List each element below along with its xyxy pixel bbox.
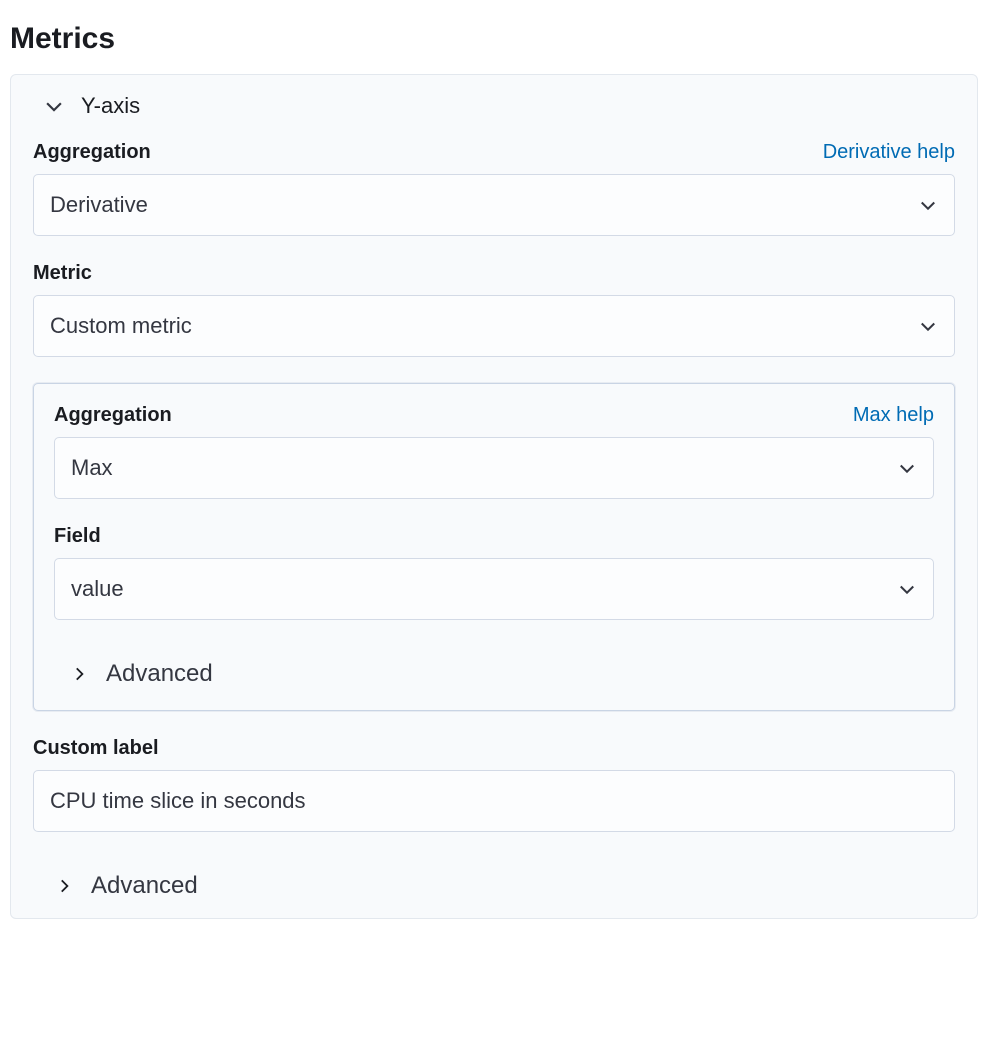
nested-aggregation-row: Aggregation Max help Max [54,404,934,499]
nested-advanced-label: Advanced [106,660,213,688]
metrics-panel: Y-axis Aggregation Derivative help Deriv… [10,74,978,919]
nested-advanced-toggle[interactable]: Advanced [54,646,934,702]
custom-label-label: Custom label [33,737,159,760]
field-select-value: value [71,576,124,602]
metric-select[interactable]: Custom metric [33,295,955,357]
advanced-label: Advanced [91,872,198,900]
nested-aggregation-label: Aggregation [54,404,172,427]
aggregation-row: Aggregation Derivative help Derivative [33,141,955,236]
chevron-down-icon [43,95,65,117]
custom-label-input[interactable]: CPU time slice in seconds [33,770,955,832]
nested-aggregation-select-value: Max [71,455,113,481]
field-row: Field value [54,525,934,620]
aggregation-select-value: Derivative [50,192,148,218]
page-title: Metrics [10,22,978,56]
max-help-link[interactable]: Max help [853,404,934,427]
metric-row: Metric Custom metric [33,262,955,357]
chevron-down-icon [918,195,938,215]
field-label: Field [54,525,101,548]
derivative-help-link[interactable]: Derivative help [823,141,955,164]
aggregation-label: Aggregation [33,141,151,164]
field-select[interactable]: value [54,558,934,620]
chevron-down-icon [897,579,917,599]
custom-label-row: Custom label CPU time slice in seconds [33,737,955,832]
chevron-right-icon [55,877,73,895]
yaxis-section-title: Y-axis [81,93,140,119]
custom-metric-panel: Aggregation Max help Max Field value [33,383,955,711]
chevron-down-icon [897,458,917,478]
metric-label: Metric [33,262,92,285]
custom-label-input-value: CPU time slice in seconds [50,788,306,814]
chevron-down-icon [918,316,938,336]
aggregation-select[interactable]: Derivative [33,174,955,236]
yaxis-section-toggle[interactable]: Y-axis [11,75,977,127]
yaxis-form: Aggregation Derivative help Derivative M… [11,127,977,918]
chevron-right-icon [70,665,88,683]
advanced-toggle[interactable]: Advanced [33,858,955,914]
metric-select-value: Custom metric [50,313,192,339]
nested-aggregation-select[interactable]: Max [54,437,934,499]
